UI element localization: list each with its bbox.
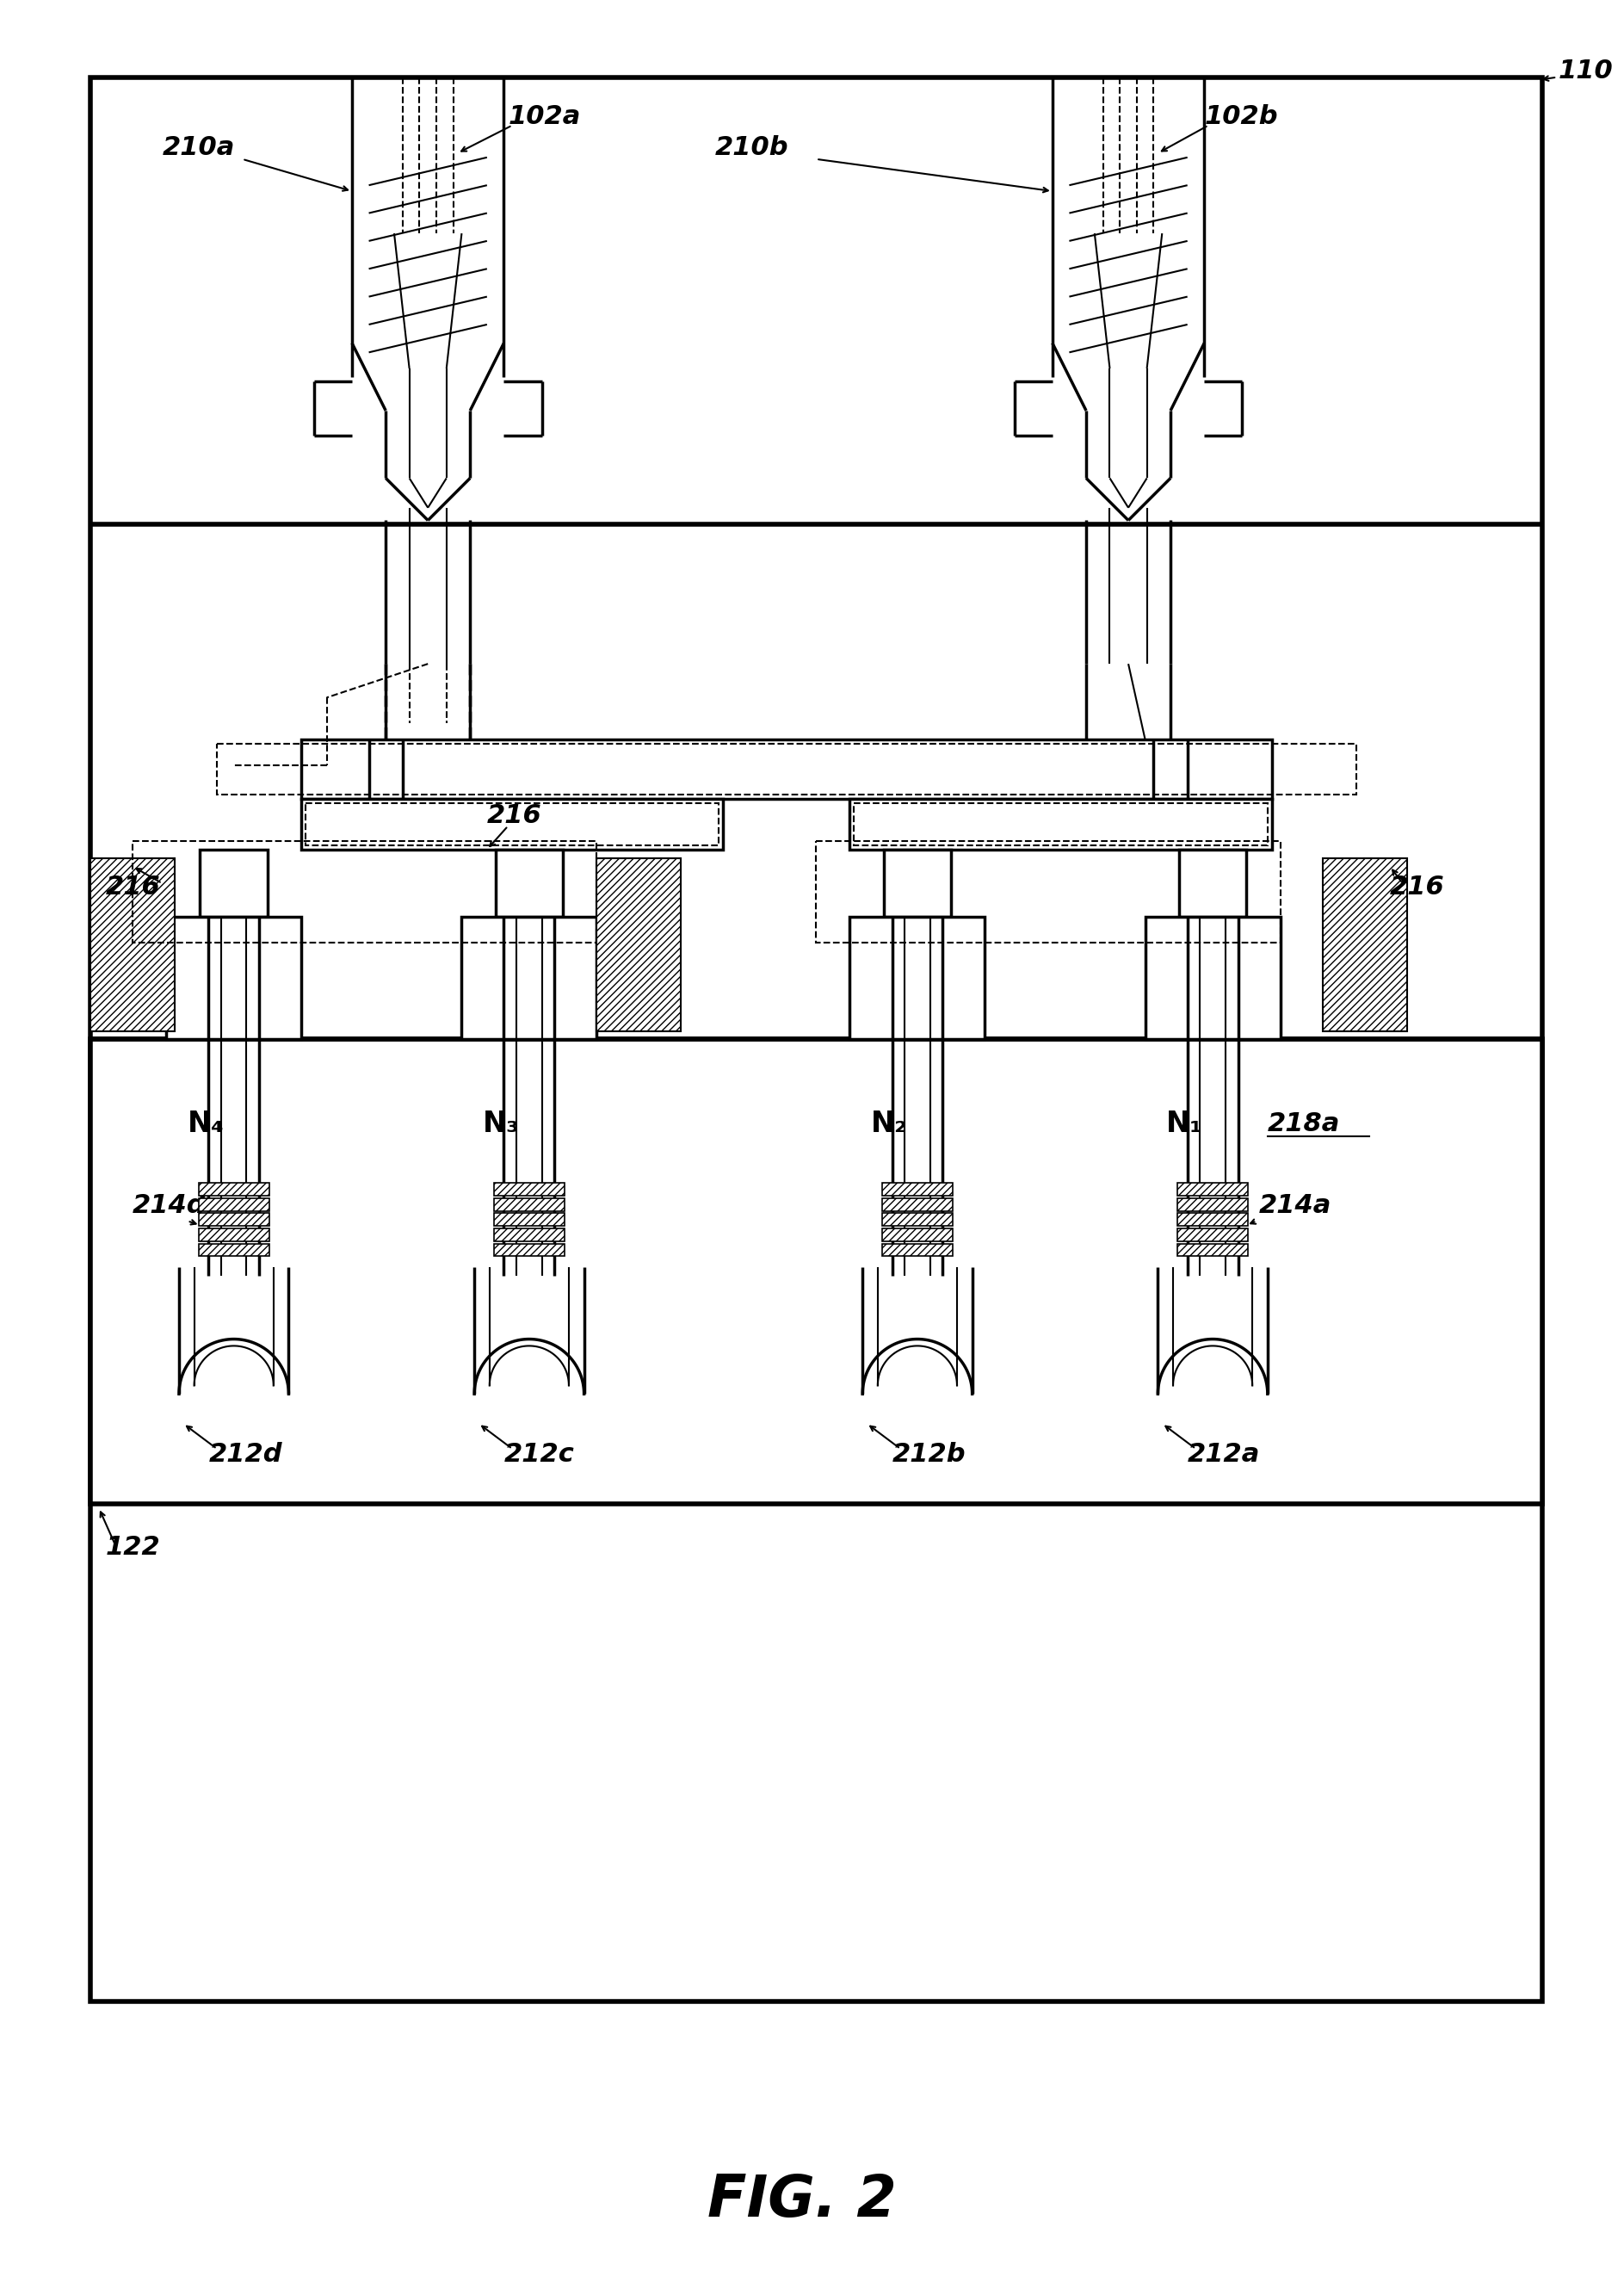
Text: 214d: 214d bbox=[133, 1193, 206, 1219]
Bar bbox=[91, 78, 1541, 2001]
Bar bbox=[1179, 849, 1247, 918]
Bar bbox=[91, 1040, 1541, 1503]
Bar bbox=[198, 1198, 270, 1212]
Text: 102a: 102a bbox=[508, 103, 581, 129]
Text: 212d: 212d bbox=[208, 1441, 283, 1467]
Bar bbox=[882, 1228, 953, 1242]
Bar bbox=[91, 858, 175, 1030]
Bar bbox=[494, 1198, 565, 1212]
Bar bbox=[854, 803, 1268, 845]
Bar bbox=[198, 1214, 270, 1226]
Bar bbox=[495, 849, 564, 918]
Bar bbox=[882, 1182, 953, 1196]
Bar bbox=[461, 918, 596, 1040]
Bar bbox=[494, 1214, 565, 1226]
Bar bbox=[596, 858, 680, 1030]
Bar bbox=[849, 918, 984, 1040]
Bar bbox=[1177, 1182, 1249, 1196]
Text: 216: 216 bbox=[106, 874, 161, 900]
Text: 216: 216 bbox=[1390, 874, 1445, 900]
Bar bbox=[198, 1228, 270, 1242]
Bar bbox=[166, 918, 302, 1040]
Bar bbox=[302, 799, 723, 849]
Bar bbox=[494, 1244, 565, 1255]
Bar bbox=[1145, 918, 1280, 1040]
Text: 212c: 212c bbox=[503, 1441, 575, 1467]
Bar bbox=[1177, 1214, 1249, 1226]
Bar bbox=[1322, 858, 1406, 1030]
Bar bbox=[1177, 1244, 1249, 1255]
Bar bbox=[302, 739, 1272, 799]
Bar bbox=[218, 744, 1356, 794]
Text: FIG. 2: FIG. 2 bbox=[706, 2171, 896, 2228]
Bar bbox=[817, 840, 1280, 943]
Bar bbox=[882, 1198, 953, 1212]
Bar bbox=[494, 1182, 565, 1196]
Bar bbox=[198, 1244, 270, 1255]
Text: 218a: 218a bbox=[1268, 1111, 1340, 1136]
Bar bbox=[133, 840, 596, 943]
Bar bbox=[882, 1244, 953, 1255]
Text: N₃: N₃ bbox=[482, 1111, 520, 1138]
Text: N₄: N₄ bbox=[187, 1111, 224, 1138]
Text: 212a: 212a bbox=[1187, 1441, 1260, 1467]
Bar bbox=[494, 1228, 565, 1242]
Text: N₁: N₁ bbox=[1166, 1111, 1203, 1138]
Bar bbox=[198, 1182, 270, 1196]
Text: 102b: 102b bbox=[1205, 103, 1278, 129]
Text: 210a: 210a bbox=[162, 135, 235, 161]
Bar bbox=[1177, 1198, 1249, 1212]
Bar bbox=[882, 1214, 953, 1226]
Text: 212b: 212b bbox=[892, 1441, 966, 1467]
Text: 216: 216 bbox=[487, 803, 542, 828]
Bar bbox=[305, 803, 719, 845]
Bar bbox=[1177, 1228, 1249, 1242]
Bar bbox=[849, 799, 1272, 849]
Text: 122: 122 bbox=[106, 1535, 161, 1561]
Text: 110: 110 bbox=[1559, 60, 1614, 85]
Bar bbox=[883, 849, 952, 918]
Text: N₂: N₂ bbox=[870, 1111, 908, 1138]
Bar bbox=[200, 849, 268, 918]
Text: 214a: 214a bbox=[1259, 1193, 1332, 1219]
Text: 210b: 210b bbox=[715, 135, 789, 161]
